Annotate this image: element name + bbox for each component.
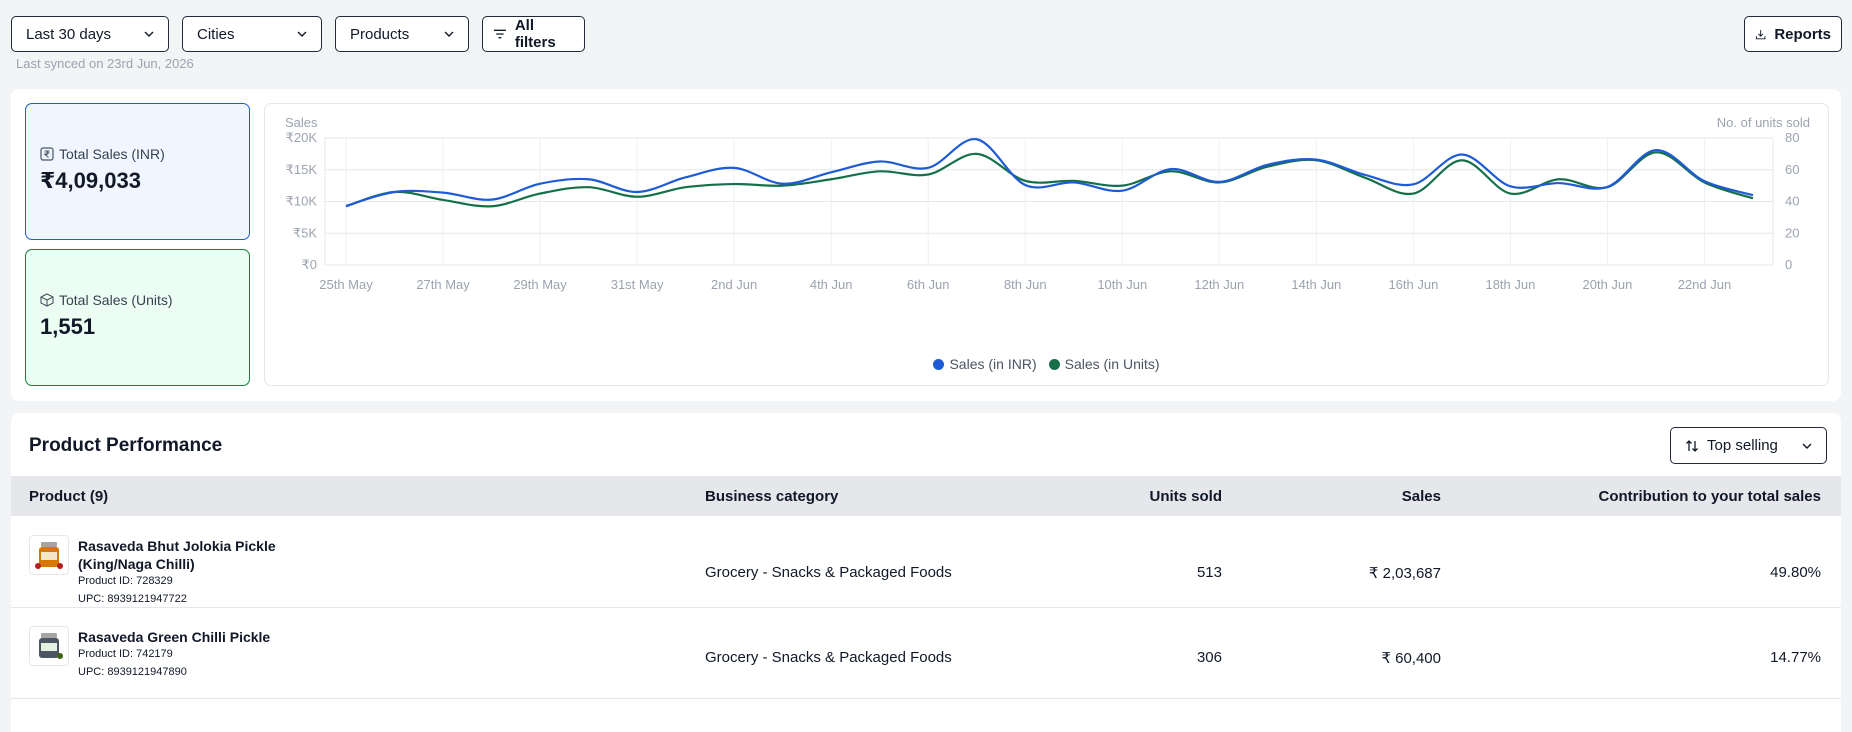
product-sales: ₹ 2,03,687 — [1368, 565, 1441, 582]
y-right-tick-label: 40 — [1785, 194, 1799, 209]
reports-button[interactable]: Reports — [1744, 16, 1842, 52]
filter-icon — [493, 29, 506, 39]
x-tick-label: 4th Jun — [810, 277, 853, 292]
period-dropdown[interactable]: Last 30 days — [11, 16, 169, 52]
product-id: Product ID: 742179 — [78, 648, 173, 660]
kpi-sales-units-label-row: Total Sales (Units) — [40, 292, 235, 308]
product-units-sold: 306 — [1196, 649, 1222, 666]
sort-dropdown-label: Top selling — [1707, 437, 1778, 454]
y-left-tick-label: ₹20K — [286, 130, 318, 145]
series-line-sales-in-units — [345, 151, 1754, 208]
column-header-units[interactable]: Units sold — [1149, 488, 1222, 505]
kpi-sales-inr-label-row: Total Sales (INR) — [40, 146, 235, 162]
product-performance-panel: Product Performance Top selling Product … — [11, 413, 1841, 732]
sales-summary-panel: Total Sales (INR) ₹4,09,033 Total Sales … — [11, 89, 1841, 401]
all-filters-button[interactable]: All filters — [482, 16, 585, 52]
all-filters-label: All filters — [514, 17, 556, 51]
rupee-icon — [40, 147, 54, 161]
product-upc: UPC: 8939121947722 — [78, 593, 187, 605]
kpi-sales-inr-label: Total Sales (INR) — [59, 146, 165, 162]
sort-dropdown[interactable]: Top selling — [1670, 427, 1827, 464]
kpi-card-sales-inr[interactable]: Total Sales (INR) ₹4,09,033 — [25, 103, 250, 240]
legend-item-sales-units[interactable]: Sales (in Units) — [1048, 356, 1160, 372]
legend-dot-sales-units — [1048, 358, 1060, 370]
y-right-axis-title: No. of units sold — [1717, 115, 1810, 130]
cities-dropdown-label: Cities — [197, 25, 235, 43]
x-tick-label: 20th Jun — [1583, 277, 1633, 292]
chart-legend: Sales (in INR) Sales (in Units) — [265, 356, 1828, 372]
product-upc: UPC: 8939121947890 — [78, 666, 187, 678]
x-tick-label: 16th Jun — [1388, 277, 1438, 292]
x-tick-label: 12th Jun — [1194, 277, 1244, 292]
product-thumbnail — [29, 626, 69, 666]
x-tick-label: 27th May — [416, 277, 470, 292]
column-header-sales[interactable]: Sales — [1401, 488, 1441, 505]
pickle-jar-image — [39, 633, 63, 659]
y-left-tick-label: ₹15K — [286, 162, 318, 177]
product-performance-title: Product Performance — [29, 435, 223, 456]
y-right-tick-label: 60 — [1785, 162, 1799, 177]
cities-dropdown[interactable]: Cities — [182, 16, 322, 52]
product-thumbnail — [29, 535, 69, 575]
table-row[interactable]: Rasaveda Bhut Jolokia Pickle (King/Naga … — [11, 516, 1841, 608]
pickle-jar-image — [35, 542, 63, 569]
column-header-category[interactable]: Business category — [705, 488, 839, 505]
chevron-down-icon — [297, 31, 307, 37]
y-right-tick-label: 0 — [1785, 257, 1792, 272]
x-tick-label: 10th Jun — [1097, 277, 1147, 292]
chevron-down-icon — [144, 31, 154, 37]
products-dropdown-label: Products — [350, 25, 410, 43]
y-right-tick-label: 80 — [1785, 130, 1799, 145]
chevron-down-icon — [444, 31, 454, 37]
x-tick-label: 14th Jun — [1291, 277, 1341, 292]
table-header: Product (9) Business category Units sold… — [11, 476, 1841, 516]
product-contribution: 14.77% — [1770, 649, 1821, 666]
product-units-sold: 513 — [1196, 564, 1222, 581]
x-tick-label: 29th May — [513, 277, 567, 292]
kpi-card-sales-units[interactable]: Total Sales (Units) 1,551 — [25, 249, 250, 386]
sales-trend-chart: ₹0 ₹5K ₹10K ₹15K ₹20K 0 20 40 60 80 25th May 27th M… — [264, 103, 1829, 386]
x-tick-label: 25th May — [319, 277, 373, 292]
product-sales: ₹ 60,400 — [1381, 650, 1441, 667]
product-contribution: 49.80% — [1770, 564, 1821, 581]
y-left-tick-label: ₹10K — [286, 194, 318, 209]
series-line-sales-in-inr — [345, 138, 1754, 208]
y-right-tick-label: 20 — [1785, 225, 1799, 240]
column-header-product[interactable]: Product (9) — [29, 488, 109, 505]
filter-bar: Last 30 days Cities Products All filters — [11, 16, 585, 52]
chevron-down-icon — [1802, 443, 1812, 449]
y-left-tick-label: ₹0 — [301, 257, 317, 272]
x-tick-label: 2nd Jun — [711, 277, 757, 292]
legend-dot-sales-inr — [933, 358, 945, 370]
legend-label-sales-units: Sales (in Units) — [1064, 356, 1160, 372]
x-tick-label: 18th Jun — [1485, 277, 1535, 292]
sort-icon — [1686, 439, 1698, 452]
product-name[interactable]: Rasaveda Bhut Jolokia Pickle (King/Naga … — [78, 538, 276, 572]
legend-item-sales-inr[interactable]: Sales (in INR) — [933, 356, 1037, 372]
download-icon — [1755, 29, 1766, 39]
product-id: Product ID: 728329 — [78, 575, 173, 587]
products-dropdown[interactable]: Products — [335, 16, 469, 52]
kpi-sales-units-value: 1,551 — [40, 314, 96, 339]
x-tick-label: 31st May — [611, 277, 664, 292]
last-synced-text: Last synced on 23rd Jun, 2026 — [16, 56, 194, 71]
kpi-sales-units-label: Total Sales (Units) — [59, 292, 173, 308]
product-category: Grocery - Snacks & Packaged Foods — [705, 564, 952, 581]
box-icon — [40, 293, 54, 307]
legend-label-sales-inr: Sales (in INR) — [949, 356, 1037, 372]
reports-label: Reports — [1774, 25, 1831, 43]
x-tick-label: 6th Jun — [907, 277, 950, 292]
period-dropdown-label: Last 30 days — [26, 25, 112, 43]
product-category: Grocery - Snacks & Packaged Foods — [705, 649, 952, 666]
x-tick-label: 22nd Jun — [1678, 277, 1732, 292]
product-name[interactable]: Rasaveda Green Chilli Pickle — [78, 629, 271, 645]
y-left-axis-title: Sales — [285, 115, 318, 130]
table-row[interactable]: Rasaveda Green Chilli Pickle Product ID:… — [11, 608, 1841, 699]
column-header-contribution[interactable]: Contribution to your total sales — [1598, 488, 1821, 505]
x-tick-label: 8th Jun — [1004, 277, 1047, 292]
y-left-tick-label: ₹5K — [293, 225, 318, 240]
sales-trend-chart-svg: ₹0 ₹5K ₹10K ₹15K ₹20K 0 20 40 60 80 25th May 27th M… — [285, 115, 1810, 292]
kpi-sales-inr-value: ₹4,09,033 — [40, 168, 141, 193]
